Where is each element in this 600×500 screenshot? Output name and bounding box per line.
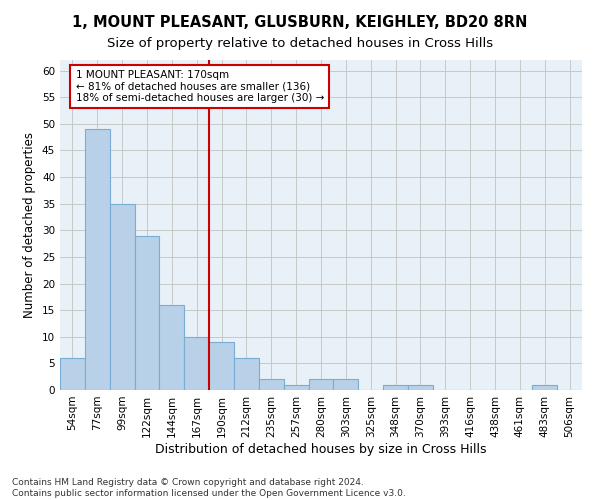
Bar (532, 384, 557, 390)
Bar (284, 384, 308, 390)
Bar (234, 358, 259, 390)
Bar (85, 129, 110, 390)
Text: Contains HM Land Registry data © Crown copyright and database right 2024.
Contai: Contains HM Land Registry data © Crown c… (12, 478, 406, 498)
Bar (209, 342, 234, 390)
Bar (110, 204, 134, 390)
Bar (383, 384, 408, 390)
Bar (184, 337, 209, 390)
Bar (134, 236, 160, 390)
Bar (308, 380, 334, 390)
Bar (408, 384, 433, 390)
Y-axis label: Number of detached properties: Number of detached properties (23, 132, 37, 318)
Text: Size of property relative to detached houses in Cross Hills: Size of property relative to detached ho… (107, 38, 493, 51)
Bar (60, 358, 85, 390)
Text: 1, MOUNT PLEASANT, GLUSBURN, KEIGHLEY, BD20 8RN: 1, MOUNT PLEASANT, GLUSBURN, KEIGHLEY, B… (73, 15, 527, 30)
Text: 1 MOUNT PLEASANT: 170sqm
← 81% of detached houses are smaller (136)
18% of semi-: 1 MOUNT PLEASANT: 170sqm ← 81% of detach… (76, 70, 324, 103)
X-axis label: Distribution of detached houses by size in Cross Hills: Distribution of detached houses by size … (155, 442, 487, 456)
Bar (160, 305, 184, 390)
Bar (259, 380, 284, 390)
Bar (334, 380, 358, 390)
